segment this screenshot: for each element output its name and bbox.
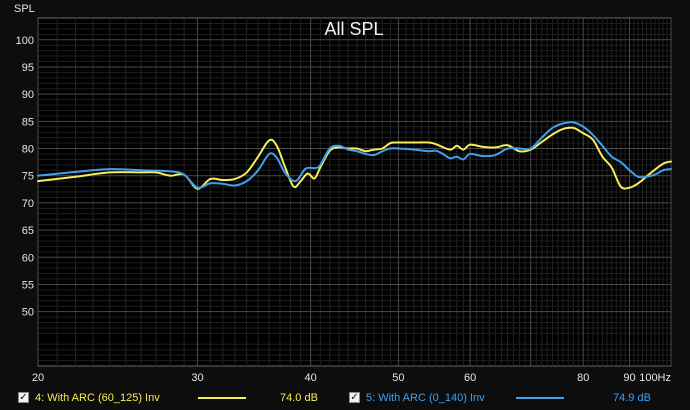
x-tick-label: 60 xyxy=(464,372,476,384)
chart-title: All SPL xyxy=(324,19,383,39)
series-5-line-swatch xyxy=(516,397,564,399)
series-5-value: 74.9 dB xyxy=(613,392,651,404)
x-tick-label: 100Hz xyxy=(639,372,671,384)
series-line-5 xyxy=(37,121,672,189)
x-tick-label: 50 xyxy=(392,372,404,384)
series-5-label: 5: With ARC (0_140) Inv xyxy=(366,392,485,404)
y-tick-label: 65 xyxy=(22,225,34,237)
y-tick-label: 95 xyxy=(22,62,34,74)
y-tick-label: 55 xyxy=(22,279,34,291)
y-tick-label: 100 xyxy=(16,35,34,47)
series-4-checkbox[interactable]: ✓ xyxy=(18,392,29,403)
series-5-checkbox[interactable]: ✓ xyxy=(349,392,360,403)
series-4-value: 74.0 dB xyxy=(280,392,318,404)
x-tick-label: 90 xyxy=(623,372,635,384)
y-tick-label: 80 xyxy=(22,144,34,156)
chart-svg: 20 30 40 50 60 80 90 100Hz 50 55 60 65 70 75 80 85 90 95 1… xyxy=(14,3,672,384)
grid-layer xyxy=(37,18,672,366)
checkmark-icon: ✓ xyxy=(350,392,359,403)
legend: ✓ 4: With ARC (60_125) Inv 74.0 dB ✓ 5: … xyxy=(0,388,690,410)
y-axis-label: SPL xyxy=(14,3,35,15)
checkmark-icon: ✓ xyxy=(19,392,28,403)
y-tick-label: 75 xyxy=(22,171,34,183)
x-tick-label: 80 xyxy=(577,372,589,384)
y-tick-label: 50 xyxy=(22,307,34,319)
x-tick-label: 30 xyxy=(191,372,203,384)
series-4-label: 4: With ARC (60_125) Inv xyxy=(35,392,160,404)
y-tick-label: 90 xyxy=(22,89,34,101)
y-tick-label: 70 xyxy=(22,198,34,210)
y-tick-label: 60 xyxy=(22,252,34,264)
y-tick-label: 85 xyxy=(22,116,34,128)
series-4-line-swatch xyxy=(198,397,246,399)
x-tick-label: 20 xyxy=(32,372,44,384)
series-layer xyxy=(37,121,672,190)
series-line-4 xyxy=(37,126,672,190)
x-tick-label: 40 xyxy=(304,372,316,384)
tick-layer: 20 30 40 50 60 80 90 100Hz 50 55 60 65 70 75 80 85 90 95 1… xyxy=(16,35,671,384)
